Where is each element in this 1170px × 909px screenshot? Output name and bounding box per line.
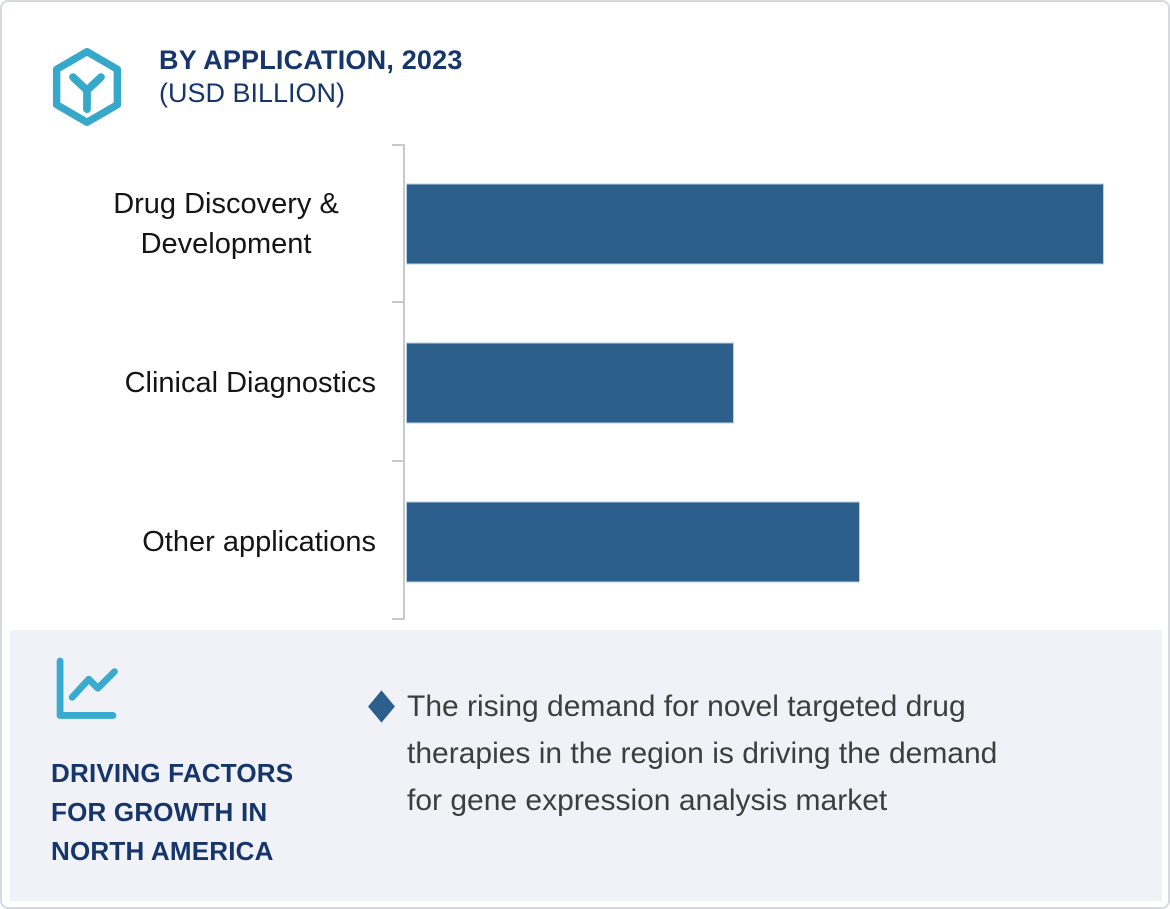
driving-factors-panel: DRIVING FACTORS FOR GROWTH IN NORTH AMER…: [10, 630, 1162, 901]
chart-row: Clinical Diagnostics: [2, 303, 1168, 462]
bar-track: [406, 183, 1104, 264]
bar-track: [406, 501, 1104, 582]
diamond-bullet-icon: [368, 690, 395, 723]
bar-track: [406, 342, 1104, 423]
category-label: Other applications: [142, 525, 376, 558]
axis-tick: [392, 144, 404, 146]
category-label: Clinical Diagnostics: [124, 366, 376, 399]
chart-row: Other applications: [2, 462, 1168, 621]
axis-tick: [392, 301, 404, 303]
category-label: Drug Discovery & Development: [113, 187, 339, 260]
chart-row: Drug Discovery & Development: [2, 144, 1168, 303]
bar-drug-discovery: [406, 183, 1104, 264]
hexagon-cube-logo-icon: [52, 48, 122, 126]
axis-tick: [392, 618, 404, 620]
axis-tick: [392, 460, 404, 462]
bar-clinical-diagnostics: [406, 342, 735, 423]
y-axis-line: [392, 144, 405, 620]
chart-subtitle: (USD BILLION): [159, 78, 346, 108]
driving-factors-heading: DRIVING FACTORS FOR GROWTH IN NORTH AMER…: [51, 758, 294, 866]
driving-factor-text: The rising demand for novel targeted dru…: [407, 690, 998, 817]
bar-chart: Drug Discovery & Development Clinical Di…: [2, 144, 1168, 621]
bar-other-applications: [406, 501, 860, 582]
line-chart-icon: [56, 657, 118, 719]
chart-header: BY APPLICATION, 2023 (USD BILLION): [159, 44, 463, 110]
chart-title: BY APPLICATION, 2023: [159, 45, 463, 75]
